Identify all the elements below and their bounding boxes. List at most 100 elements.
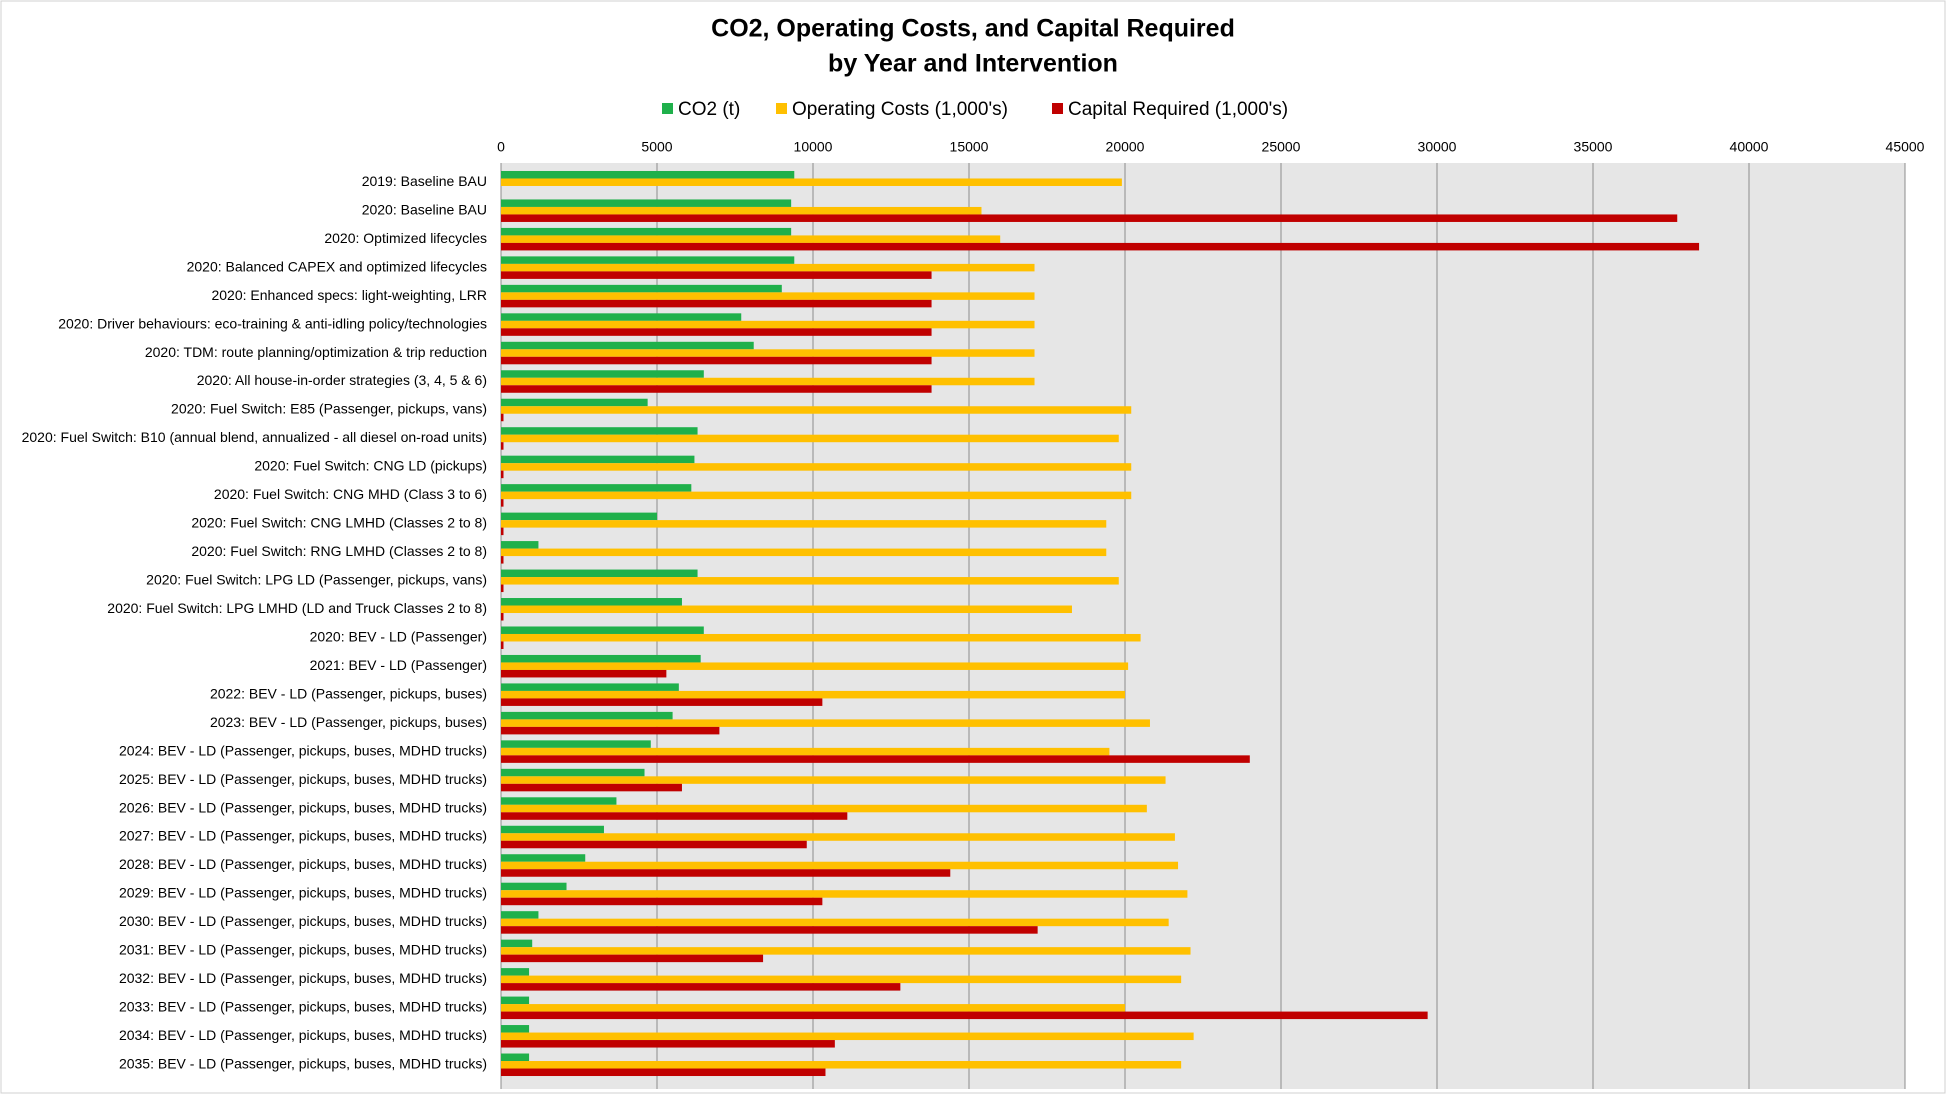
y-tick-label: 2020: Fuel Switch: B10 (annual blend, an… [22, 429, 487, 445]
y-tick-label: 2024: BEV - LD (Passenger, pickups, buse… [119, 742, 487, 758]
bar [501, 214, 1678, 222]
x-tick-label: 25000 [1262, 139, 1301, 155]
bar [501, 541, 539, 549]
bar [501, 499, 504, 507]
bar [501, 812, 848, 820]
y-tick-label: 2020: Enhanced specs: light-weighting, L… [211, 287, 487, 303]
legend-swatch [662, 103, 673, 114]
bar [501, 413, 504, 422]
x-tick-label: 35000 [1574, 139, 1613, 155]
y-tick-label: 2020: All house-in-order strategies (3, … [197, 372, 487, 388]
y-tick-label: 2027: BEV - LD (Passenger, pickups, buse… [119, 828, 487, 844]
y-tick-label: 2020: Fuel Switch: CNG LMHD (Classes 2 t… [191, 515, 487, 531]
bar [501, 641, 504, 649]
bar [501, 776, 1166, 784]
bar [501, 804, 1147, 813]
bar [501, 406, 1132, 414]
bar [501, 491, 1132, 500]
bar [501, 897, 823, 906]
bar [501, 470, 504, 479]
bar [501, 983, 901, 991]
bar [501, 882, 567, 891]
bar [501, 911, 539, 919]
bar [501, 996, 530, 1005]
bar [501, 434, 1119, 443]
bar [501, 768, 645, 777]
bar [501, 271, 932, 279]
bar [501, 512, 657, 521]
bar [501, 626, 704, 634]
bar [501, 527, 504, 536]
bar [501, 256, 795, 264]
bar [501, 698, 823, 706]
bar [501, 755, 1250, 763]
bar [501, 242, 1700, 251]
bar [501, 206, 982, 215]
y-tick-label: 2020: Fuel Switch: E85 (Passenger, picku… [171, 401, 487, 417]
y-tick-label: 2020: Optimized lifecycles [324, 230, 487, 246]
y-tick-label: 2019: Baseline BAU [362, 173, 487, 189]
bar [501, 633, 1141, 642]
bar [501, 719, 1150, 727]
x-tick-label: 40000 [1730, 139, 1769, 155]
bar [501, 861, 1179, 870]
legend-label: Capital Required (1,000's) [1068, 99, 1288, 120]
bar [501, 598, 682, 606]
bar [501, 263, 1035, 272]
bar [501, 341, 754, 350]
chart-title: CO2, Operating Costs, and Capital Requir… [711, 15, 1235, 43]
bar [501, 1053, 530, 1062]
bar [501, 320, 1035, 329]
y-tick-label: 2020: Baseline BAU [362, 201, 487, 217]
bar [501, 740, 651, 748]
y-tick-label: 2029: BEV - LD (Passenger, pickups, buse… [119, 885, 487, 901]
y-tick-label: 2032: BEV - LD (Passenger, pickups, buse… [119, 970, 487, 986]
legend-label: CO2 (t) [678, 99, 740, 120]
bar [501, 349, 1035, 357]
bar [501, 690, 1125, 699]
bar [501, 918, 1169, 927]
y-tick-label: 2023: BEV - LD (Passenger, pickups, buse… [210, 714, 487, 730]
legend-swatch [776, 103, 787, 114]
y-tick-label: 2020: TDM: route planning/optimization &… [145, 344, 487, 360]
bar [501, 613, 504, 621]
chart-title: by Year and Intervention [828, 50, 1118, 78]
bar [501, 556, 504, 564]
bar [501, 869, 951, 877]
bar [501, 1011, 1428, 1020]
bar [501, 427, 698, 435]
x-tick-label: 10000 [794, 139, 833, 155]
y-tick-label: 2033: BEV - LD (Passenger, pickups, buse… [119, 999, 487, 1015]
bar [501, 235, 1001, 243]
bar [501, 939, 533, 948]
bar [501, 947, 1191, 955]
y-tick-label: 2020: Fuel Switch: RNG LMHD (Classes 2 t… [191, 543, 487, 559]
bar [501, 284, 782, 293]
legend-swatch [1052, 103, 1063, 114]
y-tick-label: 2031: BEV - LD (Passenger, pickups, buse… [119, 942, 487, 958]
y-tick-label: 2020: BEV - LD (Passenger) [310, 628, 487, 644]
bar [501, 370, 704, 378]
bar [501, 569, 698, 578]
bar [501, 377, 1035, 386]
bar [501, 797, 617, 805]
y-tick-label: 2025: BEV - LD (Passenger, pickups, buse… [119, 771, 487, 787]
bar [501, 227, 792, 236]
bar [501, 199, 792, 207]
bar [501, 683, 679, 691]
bar [501, 385, 932, 393]
bar [501, 954, 764, 963]
bar [501, 783, 682, 792]
bar [501, 1068, 826, 1077]
bar [501, 313, 742, 321]
y-tick-label: 2020: Driver behaviours: eco-training & … [58, 315, 487, 331]
x-tick-label: 0 [497, 139, 505, 155]
y-tick-label: 2028: BEV - LD (Passenger, pickups, buse… [119, 856, 487, 872]
y-tick-label: 2020: Fuel Switch: LPG LD (Passenger, pi… [146, 572, 487, 588]
y-tick-label: 2035: BEV - LD (Passenger, pickups, buse… [119, 1055, 487, 1071]
y-tick-label: 2020: Fuel Switch: CNG MHD (Class 3 to 6… [214, 486, 487, 502]
bar [501, 398, 648, 407]
bar [501, 520, 1107, 528]
legend-label: Operating Costs (1,000's) [792, 99, 1008, 120]
